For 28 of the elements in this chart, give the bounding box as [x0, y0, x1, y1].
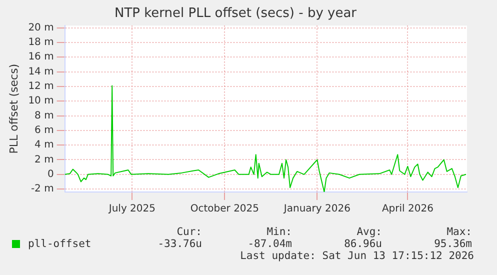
y-tick-label: -2 m [30, 184, 54, 195]
y-tick-label: 18 m [28, 37, 54, 48]
text: Min: [266, 226, 292, 238]
legend-label: pll-offset [28, 238, 92, 250]
x-tick-label: April 2026 [382, 204, 434, 215]
y-tick-label: 16 m [28, 52, 54, 63]
y-tick-label: 6 m [34, 125, 54, 136]
text: 86.96u [343, 238, 382, 250]
y-tick-label: 20 m [28, 22, 54, 34]
text: Cur: [176, 226, 202, 238]
y-tick-label: 2 m [34, 154, 54, 166]
text: Max: [446, 226, 472, 238]
text: -87.04m [246, 238, 292, 250]
x-tick-label: July 2025 [108, 204, 156, 215]
text: 95.36m [433, 238, 472, 250]
y-tick-label: 10 m [28, 96, 54, 107]
x-tick-label: January 2026 [282, 204, 350, 215]
y-axis-title: PLL offset (secs) [7, 64, 20, 154]
y-tick-label: 14 m [28, 66, 54, 78]
text: Avg: [356, 226, 382, 238]
text: Last update: Sat Jun 13 17:15:12 2026 [239, 250, 475, 262]
y-tick-label: 12 m [28, 81, 54, 92]
y-tick-label: 4 m [34, 140, 54, 151]
y-tick-label: 8 m [34, 110, 54, 122]
x-tick-label: October 2025 [190, 204, 260, 215]
chart-title: NTP kernel PLL offset (secs) - by year [114, 6, 358, 22]
text: -33.76u [156, 238, 202, 250]
y-tick-label: 0 [47, 169, 54, 180]
